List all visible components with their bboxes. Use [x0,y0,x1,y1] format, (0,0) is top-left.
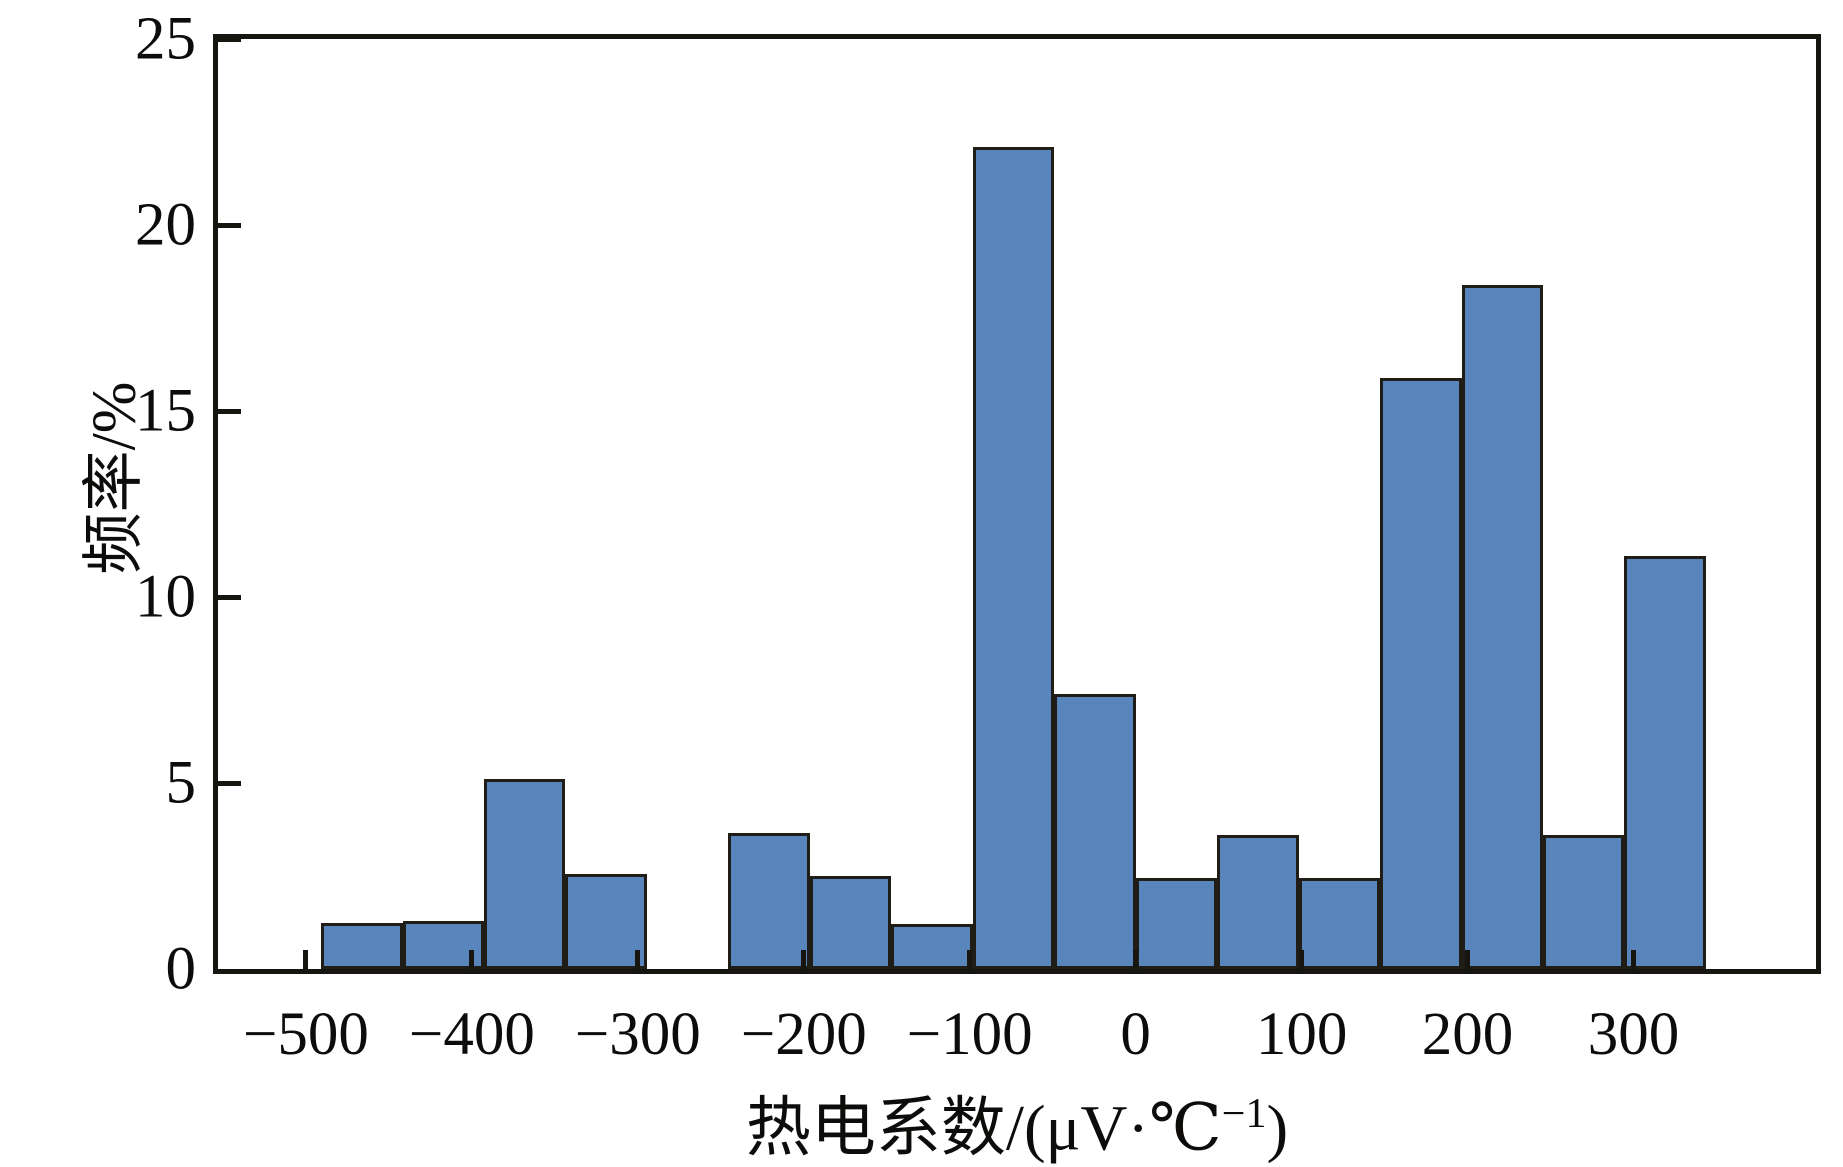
x-axis-tick [635,950,641,969]
y-axis-tick-label: 0 [165,935,197,1003]
x-axis-tick-label: −200 [740,1001,867,1068]
y-axis-tick-label: 20 [135,191,196,259]
histogram-bar [972,146,1055,969]
x-axis-tick-label: 200 [1421,1001,1514,1068]
y-axis-tick [218,222,241,228]
histogram-bar [891,924,973,969]
x-axis-tick [303,950,309,969]
x-axis-tick-label: −400 [408,1001,535,1068]
x-axis-tick [1299,950,1305,969]
x-axis-tick-label: 300 [1587,1001,1680,1068]
y-axis-tick [218,780,241,786]
x-axis-tick-label: 0 [1120,1001,1151,1068]
y-axis-tick-label: 10 [135,563,196,631]
histogram-bar [1298,877,1381,969]
histogram-bar [1543,835,1625,969]
histogram-bar [1135,877,1218,969]
x-axis-tick-label: −500 [242,1001,369,1068]
x-axis-tick-label: 100 [1255,1001,1348,1068]
x-axis-tick [1630,950,1636,969]
x-axis-tick-label: −300 [574,1001,701,1068]
y-axis-tick-label: 25 [135,5,196,73]
y-axis-tick [218,594,241,600]
histogram-bar [728,833,810,969]
histogram-bar [1054,693,1136,969]
x-axis-tick [469,950,475,969]
y-axis-tick-label: 5 [165,749,197,817]
histogram-bar [565,874,647,969]
x-axis-tick [1465,950,1471,969]
exponent: −1 [1221,1091,1267,1137]
x-axis-tick [1133,950,1139,969]
y-axis-tick-label: 15 [135,377,196,445]
histogram-bar [809,876,892,969]
x-axis-tick-label: −100 [906,1001,1033,1068]
y-axis-tick [218,36,241,42]
y-axis-title: 频率/% [80,381,149,575]
histogram-bar [484,779,566,969]
histogram-bar [1624,556,1706,969]
histogram-bar [1217,835,1299,969]
histogram-bar [402,920,484,969]
x-axis-tick [801,950,807,969]
y-axis-tick [218,408,241,414]
histogram-bar [321,922,403,969]
x-axis-tick [967,950,973,969]
histogram-bar [1380,377,1462,969]
histogram-bar [1461,284,1544,969]
x-axis-title: 热电系数/(μV·℃−1) [745,1091,1289,1165]
